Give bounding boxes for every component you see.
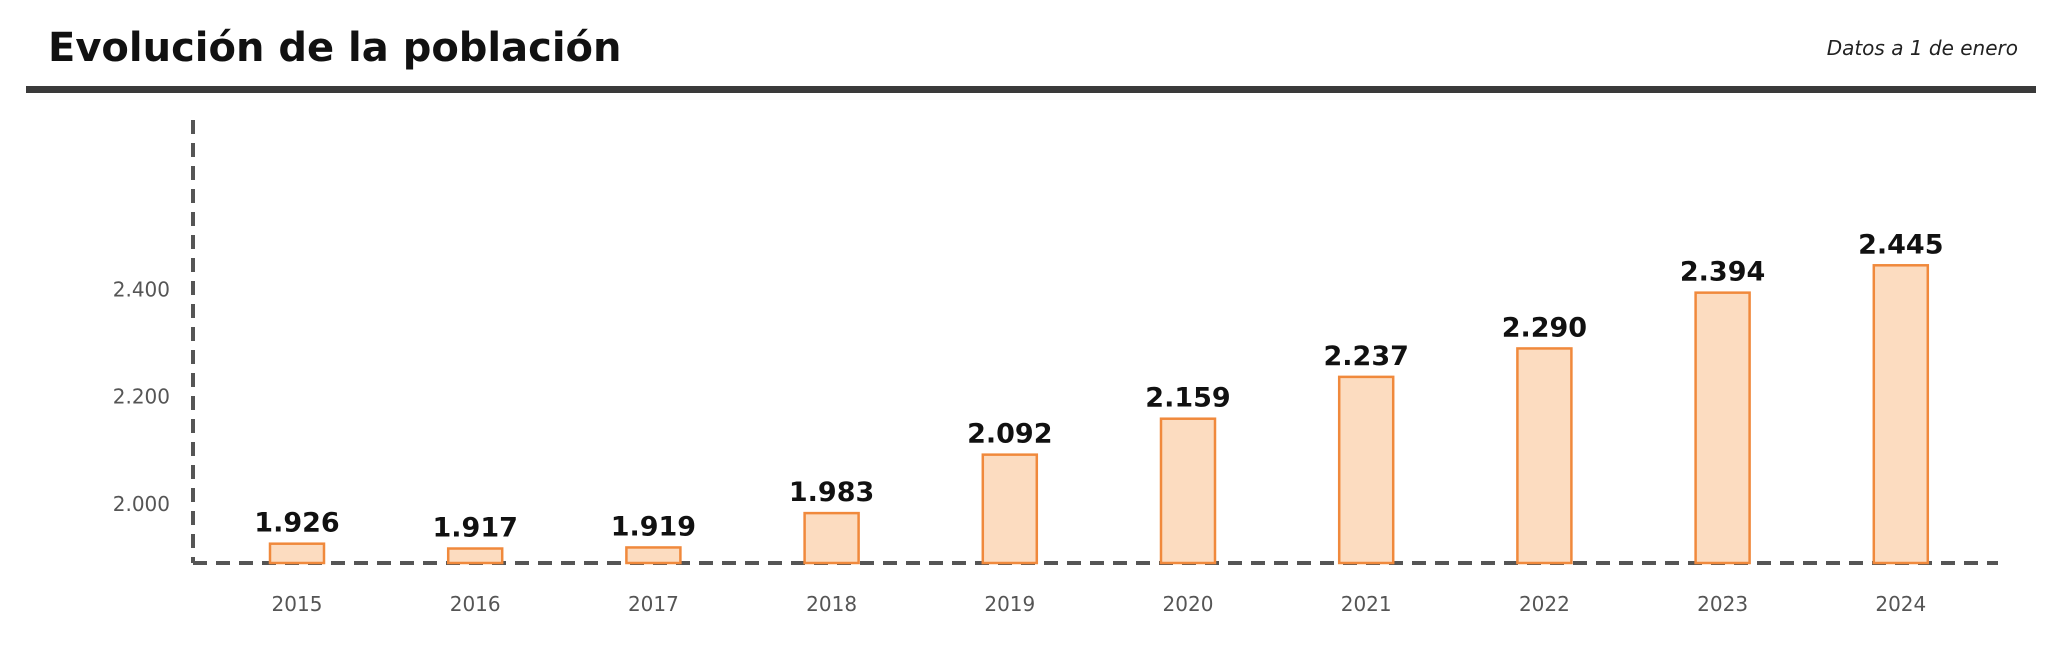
y-tick-label: 2.200	[113, 385, 170, 409]
bar-value-label: 1.919	[611, 511, 696, 542]
bars	[268, 264, 1930, 565]
bar	[803, 511, 860, 565]
bar	[1159, 417, 1217, 565]
x-tick-label: 2016	[450, 592, 501, 616]
bar	[1337, 375, 1395, 565]
bar	[1872, 264, 1930, 565]
bar-value-label: 2.290	[1502, 312, 1587, 343]
bar-value-label: 2.159	[1145, 383, 1230, 414]
y-tick-label: 2.000	[113, 492, 170, 516]
x-tick-labels: 2015 2016 2017 2018 2019 2020 2021 2022 2023 2024	[272, 592, 1927, 616]
x-tick-label: 2020	[1163, 592, 1214, 616]
bar-value-label: 1.926	[254, 508, 339, 539]
x-tick-label: 2023	[1697, 592, 1748, 616]
x-tick-label: 2019	[984, 592, 1035, 616]
bar	[1694, 291, 1751, 565]
date-note: Datos a 1 de enero	[1826, 36, 2018, 60]
value-labels: 1.926 1.917 1.919 1.983 2.092 2.159 2.237 2.290…	[254, 229, 1943, 543]
bar-value-label: 2.445	[1858, 229, 1943, 260]
bar	[446, 547, 504, 565]
x-tick-label: 2021	[1341, 592, 1392, 616]
bar-value-label: 1.983	[789, 477, 874, 508]
bar	[625, 546, 682, 565]
bar	[1516, 347, 1573, 565]
chart-title: Evolución de la población	[48, 25, 622, 71]
x-tick-label: 2015	[272, 592, 323, 616]
bar-value-label: 2.092	[967, 419, 1052, 450]
bar	[268, 542, 326, 565]
x-tick-label: 2022	[1519, 592, 1570, 616]
x-tick-label: 2018	[806, 592, 857, 616]
bar-value-label: 2.394	[1680, 257, 1765, 288]
bar-value-label: 1.917	[432, 513, 517, 544]
y-tick-labels: 2.000 2.200 2.400	[113, 277, 170, 516]
bar-value-label: 2.237	[1323, 341, 1408, 372]
y-tick-label: 2.400	[113, 277, 170, 301]
x-tick-label: 2024	[1875, 592, 1926, 616]
bar	[981, 453, 1039, 565]
title-divider	[26, 86, 2036, 93]
x-tick-label: 2017	[628, 592, 679, 616]
